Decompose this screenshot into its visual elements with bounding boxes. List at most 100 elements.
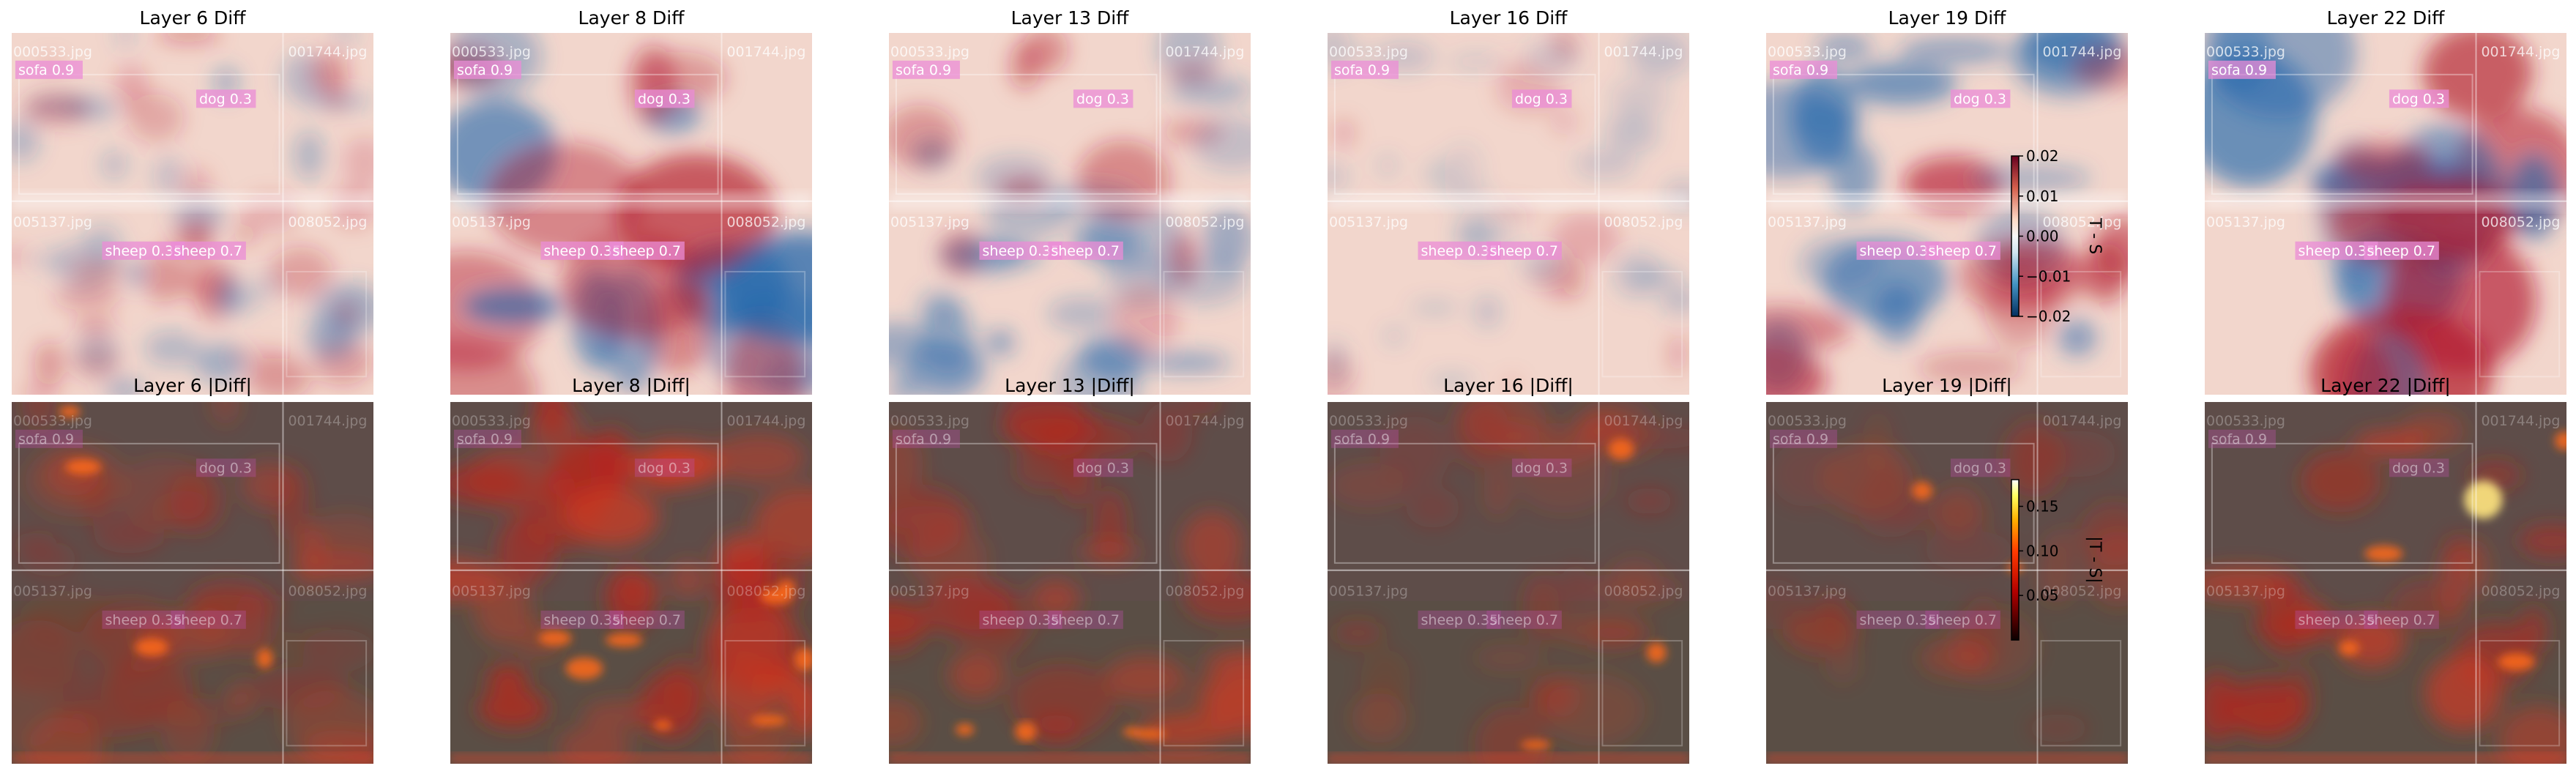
detection-label: dog 0.3	[199, 460, 252, 476]
heatmap-blob	[234, 222, 257, 247]
detection-label: sofa 0.9	[2211, 431, 2267, 447]
mosaic-file-label: 008052.jpg	[1604, 583, 1683, 599]
heatmap-blob	[1791, 65, 1856, 168]
mosaic-file-label: 000533.jpg	[1768, 413, 1847, 429]
heatmap-blob	[2072, 47, 2128, 90]
colorbar-tick-label: 0.00	[2026, 228, 2059, 245]
heatmap-blob	[1766, 305, 1851, 354]
detection-label-box	[453, 429, 521, 448]
mosaic-file-label: 000533.jpg	[452, 413, 531, 429]
heatmap-hotspot	[1014, 721, 1037, 742]
detection-label: sheep 0.35	[1860, 612, 1937, 628]
mosaic-file-label: 005137.jpg	[13, 583, 92, 599]
panel-title: Layer 22 |Diff|	[2320, 375, 2451, 396]
heatmap-blob	[1002, 402, 1087, 451]
mosaic-file-label: 008052.jpg	[288, 214, 367, 230]
heatmap-blob	[1377, 154, 1398, 177]
heatmap-hotspot	[1123, 727, 1142, 737]
heatmap-hotspot	[955, 723, 975, 736]
detection-label-box	[15, 429, 83, 448]
heatmap-blob	[1551, 213, 1620, 264]
heatmap-blob	[283, 689, 373, 759]
detection-label: sheep 0.35	[2298, 243, 2376, 259]
heatmap-blob	[1899, 37, 2011, 64]
diff-heatmap-panel: 000533.jpg 001744.jpg 005137.jpg 008052.jpg…	[12, 7, 373, 395]
heatmap-blob	[908, 524, 988, 590]
heatmap-blob	[226, 682, 255, 715]
detection-box	[286, 271, 368, 378]
colorbar-label: |T - S|	[2085, 536, 2104, 583]
heatmap-blob	[477, 689, 548, 728]
heatmap-blob	[615, 577, 664, 601]
detection-label: dog 0.3	[1076, 91, 1129, 107]
detection-label: dog 0.3	[2392, 91, 2445, 107]
detection-label-box	[2364, 241, 2439, 260]
heatmap-blob	[306, 317, 357, 360]
detection-label: dog 0.3	[1515, 91, 1568, 107]
detection-box	[18, 442, 280, 564]
heatmap-blob	[2225, 678, 2308, 739]
mosaic-file-label: 000533.jpg	[452, 44, 531, 60]
mosaic-file-label: 005137.jpg	[452, 583, 531, 599]
heatmap-blob	[1047, 297, 1117, 331]
heatmap-blob	[1624, 488, 1675, 514]
heatmap-blob	[1526, 688, 1555, 728]
detection-label-box	[2208, 60, 2276, 79]
mosaic-file-label: 005137.jpg	[890, 214, 969, 230]
detection-label: sofa 0.9	[457, 62, 513, 78]
panel-title: Layer 8 Diff	[578, 7, 685, 29]
absdiff-heatmap-panel: 000533.jpg 001744.jpg 005137.jpg 008052.jpg…	[1328, 375, 1689, 764]
detection-label-box	[634, 89, 695, 108]
heatmap-blob	[1429, 373, 1475, 387]
heatmap-blob	[2460, 540, 2490, 595]
detection-label: dog 0.3	[1076, 460, 1129, 476]
detection-label: sofa 0.9	[457, 431, 513, 447]
heatmap-hotspot	[2364, 545, 2403, 562]
heatmap-blob	[951, 585, 1037, 653]
detection-label-box	[1950, 458, 2011, 477]
diff-heatmap-panel: 000533.jpg 001744.jpg 005137.jpg 008052.jpg…	[889, 7, 1251, 395]
detection-label: dog 0.3	[1954, 91, 2006, 107]
heatmap-blob	[1192, 116, 1251, 171]
mosaic-file-label: 008052.jpg	[1604, 214, 1683, 230]
detection-label: sofa 0.9	[896, 431, 951, 447]
heatmap-blob	[1918, 639, 1992, 677]
diff-heatmap-panel: 000533.jpg 001744.jpg 005137.jpg 008052.jpg…	[2205, 7, 2566, 395]
heatmap-hotspot	[2464, 480, 2503, 519]
detection-label-box	[892, 60, 960, 79]
colorbar-tick-label: −0.01	[2026, 267, 2071, 285]
absdiff-heatmap-panel: 000533.jpg 001744.jpg 005137.jpg 008052.jpg…	[2205, 375, 2566, 764]
heatmap-blob	[2205, 671, 2238, 743]
heatmap-blob	[1360, 649, 1411, 709]
mosaic-file-label: 000533.jpg	[1329, 413, 1408, 429]
detection-label-box	[609, 241, 685, 260]
heatmap-blob	[889, 105, 958, 169]
heatmap-blob	[1605, 112, 1659, 153]
mosaic-file-label: 008052.jpg	[1165, 583, 1244, 599]
detection-label-box	[196, 89, 256, 108]
mosaic-file-label: 001744.jpg	[1604, 44, 1683, 60]
heatmap-blob	[1577, 406, 1616, 436]
mosaic-file-label: 008052.jpg	[726, 214, 805, 230]
panel-title: Layer 16 Diff	[1450, 7, 1568, 29]
heatmap-blob	[1522, 573, 1563, 643]
heatmap-blob	[1146, 713, 1216, 745]
detection-label-box	[2389, 458, 2449, 477]
mosaic-file-label: 005137.jpg	[452, 214, 531, 230]
heatmap-blob	[985, 330, 1016, 356]
heatmap-blob	[151, 490, 215, 529]
heatmap-blob	[2028, 714, 2089, 743]
heatmap-blob	[1380, 416, 1451, 488]
heatmap-blob	[753, 486, 812, 560]
mosaic-file-label: 001744.jpg	[288, 413, 367, 429]
mosaic-file-label: 008052.jpg	[726, 583, 805, 599]
heatmap-blob	[1169, 75, 1251, 105]
detection-label: sheep 0.35	[1421, 243, 1499, 259]
heatmap-blob	[327, 75, 346, 116]
heatmap-blob	[889, 698, 922, 746]
mosaic-file-label: 000533.jpg	[1768, 44, 1847, 60]
heatmap-blob	[1351, 693, 1407, 744]
heatmap-blob	[2518, 606, 2548, 654]
detection-label-box	[102, 610, 185, 629]
